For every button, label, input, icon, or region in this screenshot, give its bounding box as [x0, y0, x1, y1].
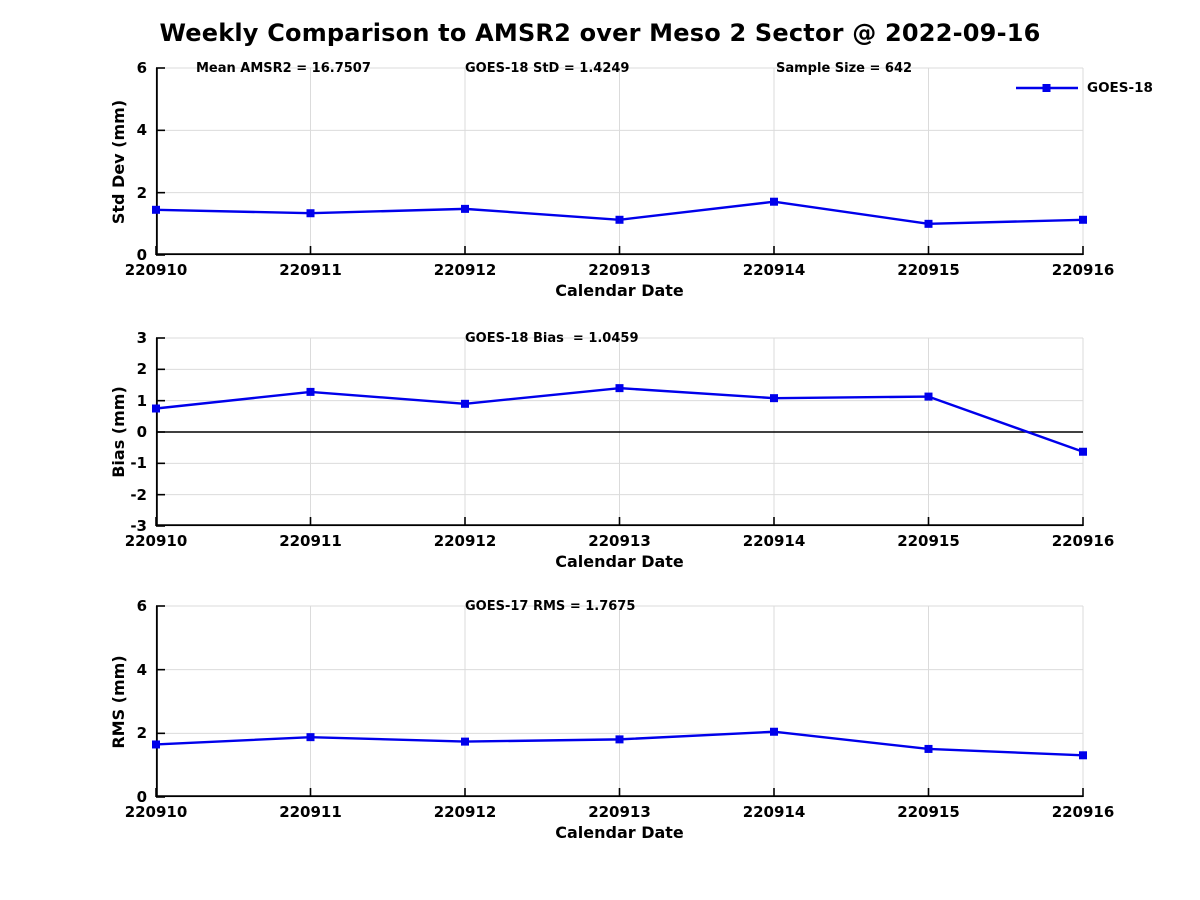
x-axis-label-calendar-date-2: Calendar Date: [555, 552, 684, 571]
y-tick-label: -2: [130, 485, 147, 504]
x-tick-label: 220916: [1051, 532, 1115, 550]
data-point-marker: [770, 197, 778, 206]
x-tick-label: 220913: [588, 532, 651, 550]
data-point-marker: [152, 404, 160, 413]
data-point-marker: [770, 727, 778, 736]
x-tick-label: 220912: [433, 803, 497, 821]
annotation-goes18-bias: GOES-18 Bias = 1.0459: [465, 331, 639, 346]
y-tick-label: 4: [136, 660, 147, 679]
data-point-marker: [1079, 215, 1087, 224]
x-tick-label: 220915: [897, 532, 960, 550]
x-tick-label: 220913: [588, 261, 651, 279]
annotation-mean-amsr2: Mean AMSR2 = 16.7507: [196, 61, 371, 76]
y-tick-label: -3: [130, 517, 147, 535]
y-tick-label: 6: [136, 597, 147, 615]
x-tick-label: 220913: [588, 803, 651, 821]
x-axis-label-calendar-date-3: Calendar Date: [555, 823, 684, 842]
y-tick-label: -1: [130, 454, 147, 473]
data-point-marker: [152, 740, 160, 749]
bias-plot-area: [152, 337, 1087, 527]
x-tick-label: 220914: [742, 803, 806, 821]
x-tick-label: 220911: [279, 532, 342, 550]
y-tick-label: 0: [136, 246, 147, 264]
y-axis-label-rms: RMS (mm): [109, 655, 128, 749]
x-tick-label: 220916: [1051, 803, 1115, 821]
data-point-marker: [770, 394, 778, 403]
data-point-marker: [924, 219, 933, 228]
data-point-marker: [461, 399, 469, 408]
annotation-sample-size: Sample Size = 642: [776, 61, 913, 76]
y-tick-label: 0: [136, 423, 147, 441]
data-point-marker: [152, 205, 160, 214]
x-tick-label: 220910: [124, 532, 188, 550]
data-point-marker: [461, 204, 469, 213]
legend-square-marker-icon: [1042, 84, 1051, 92]
x-tick-label: 220915: [897, 261, 960, 279]
y-tick-label: 4: [136, 121, 147, 140]
data-point-marker: [615, 735, 624, 744]
x-tick-label: 220911: [279, 803, 342, 821]
data-point-marker: [924, 744, 933, 753]
y-tick-label: 1: [136, 391, 147, 410]
x-tick-label: 220915: [897, 803, 960, 821]
x-tick-label: 220916: [1051, 261, 1115, 279]
data-point-marker: [924, 392, 933, 401]
x-tick-label: 220910: [124, 803, 188, 821]
x-tick-label: 220912: [433, 261, 497, 279]
y-tick-label: 0: [136, 788, 147, 806]
data-point-marker: [306, 209, 315, 218]
x-tick-label: 220910: [124, 261, 188, 279]
rms-plot-area: [152, 605, 1087, 798]
x-tick-label: 220914: [742, 532, 806, 550]
data-point-marker: [615, 384, 624, 393]
y-tick-label: 2: [136, 724, 147, 743]
annotation-goes17-rms: GOES-17 RMS = 1.7675: [465, 599, 636, 614]
figure-title: Weekly Comparison to AMSR2 over Meso 2 S…: [159, 19, 1041, 47]
legend-label: GOES-18: [1087, 80, 1153, 96]
y-tick-label: 2: [136, 360, 147, 379]
y-tick-label: 2: [136, 183, 147, 202]
data-point-marker: [615, 215, 624, 224]
legend-line-sample: [1016, 84, 1078, 92]
y-tick-label: 3: [136, 329, 147, 347]
data-point-marker: [1079, 447, 1087, 456]
data-point-marker: [306, 387, 315, 396]
x-tick-label: 220912: [433, 532, 497, 550]
data-point-marker: [306, 733, 315, 742]
y-tick-label: 6: [136, 59, 147, 77]
data-point-marker: [461, 737, 469, 746]
std-dev-plot-area: [152, 67, 1087, 256]
x-tick-label: 220914: [742, 261, 806, 279]
annotation-goes18-std: GOES-18 StD = 1.4249: [465, 61, 630, 76]
x-axis-label-calendar-date-1: Calendar Date: [555, 281, 684, 300]
legend: GOES-18: [1015, 80, 1153, 96]
data-point-marker: [1079, 751, 1087, 760]
x-tick-label: 220911: [279, 261, 342, 279]
